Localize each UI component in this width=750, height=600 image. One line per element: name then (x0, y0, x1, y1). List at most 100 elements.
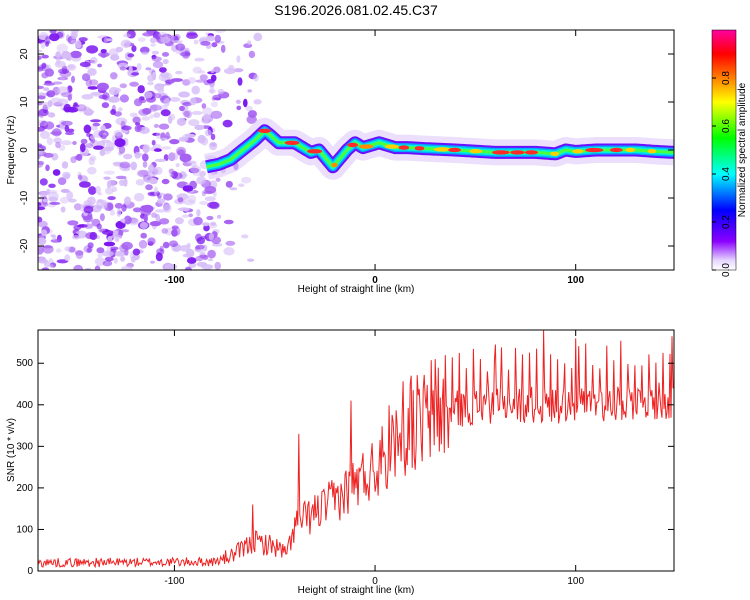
noise-speckle-blob (56, 43, 68, 53)
noise-speckle-blob (171, 78, 183, 82)
noise-speckle-blob (153, 123, 159, 128)
noise-speckle-blob (104, 256, 114, 262)
noise-speckle-blob (130, 255, 136, 263)
noise-speckle-blob (89, 135, 96, 140)
noise-speckle-blob (183, 110, 190, 118)
noise-speckle-blob (207, 201, 219, 209)
noise-speckle-blob (59, 76, 66, 81)
noise-speckle-blob (204, 129, 212, 137)
noise-speckle-blob (86, 45, 99, 54)
snr-y-tick-label: 300 (16, 441, 33, 452)
noise-speckle-blob (137, 37, 146, 42)
noise-speckle-blob (101, 102, 110, 109)
noise-speckle-blob (70, 39, 76, 45)
noise-speckle-blob (80, 138, 88, 145)
noise-speckle-blob (38, 119, 48, 127)
noise-speckle-blob (139, 221, 148, 230)
noise-speckle-blob (48, 264, 54, 268)
noise-speckle-blob (217, 214, 222, 219)
spectrogram-y-tick-label: 20 (19, 48, 30, 60)
noise-speckle-blob (176, 117, 187, 126)
noise-speckle-blob (75, 250, 84, 260)
noise-speckle-blob (42, 245, 53, 249)
noise-speckle-blob (108, 96, 120, 103)
noise-speckle-blob (62, 171, 71, 179)
noise-speckle-blob (187, 77, 197, 84)
noise-speckle-blob (142, 153, 149, 162)
noise-speckle-blob (155, 213, 160, 223)
colorbar-tick-label: 0.2 (721, 215, 732, 229)
noise-speckle-blob (105, 187, 114, 195)
noise-speckle-blob (111, 234, 122, 239)
noise-speckle-blob (78, 37, 88, 42)
noise-speckle-blob (199, 170, 207, 177)
snr-x-tick-label: -100 (164, 576, 184, 587)
noise-speckle-blob (186, 32, 198, 39)
noise-speckle-blob (86, 247, 92, 253)
noise-speckle-blob (194, 57, 205, 62)
noise-speckle-blob (202, 222, 210, 227)
noise-speckle-blob (64, 254, 71, 262)
noise-speckle-blob (90, 56, 98, 65)
noise-speckle-blob (247, 89, 252, 93)
noise-speckle-blob (200, 40, 211, 46)
noise-speckle-blob (241, 234, 249, 239)
noise-speckle-blob (118, 145, 126, 154)
noise-speckle-blob (42, 199, 49, 203)
noise-speckle-blob (43, 87, 50, 91)
colorbar-ticks: 0.0 0.2 0.4 0.6 0.8 (712, 71, 732, 277)
noise-speckle-blob (91, 218, 101, 227)
snr-y-tick-label: 400 (16, 400, 33, 411)
noise-speckle-blob (253, 74, 259, 82)
noise-speckle-blob (60, 188, 70, 193)
noise-speckle-blob (45, 164, 50, 172)
noise-speckle-blob (133, 192, 145, 202)
noise-speckle-blob (114, 202, 123, 209)
noise-speckle-blob (113, 129, 123, 137)
noise-speckle-blob (151, 139, 156, 146)
noise-speckle-blob (163, 193, 173, 201)
noise-speckle-blob (96, 82, 109, 91)
noise-speckle-blob (129, 217, 140, 225)
noise-speckle-blob (109, 209, 115, 216)
trace-hotspot (307, 149, 323, 154)
noise-speckle-blob (203, 190, 214, 195)
noise-speckle-blob (181, 214, 190, 218)
snr-x-tick-label: 0 (372, 576, 378, 587)
noise-speckle-blob (73, 264, 84, 270)
noise-speckle-blob (190, 165, 202, 174)
noise-speckle-blob (38, 67, 44, 72)
noise-speckle-blob (49, 30, 57, 34)
noise-speckle-blob (120, 256, 126, 262)
noise-speckle-blob (175, 70, 183, 75)
noise-speckle-blob (193, 216, 203, 226)
noise-speckle-blob (214, 34, 221, 44)
noise-speckle-blob (72, 141, 77, 145)
noise-speckle-blob (52, 169, 61, 176)
noise-speckle-blob (209, 84, 215, 94)
noise-speckle-blob (60, 206, 66, 213)
trace-hotspot (492, 150, 510, 155)
noise-speckle-blob (191, 111, 203, 115)
noise-speckle-blob (220, 44, 226, 53)
noise-speckle-blob (148, 164, 155, 173)
snr-y-tick-label: 200 (16, 483, 33, 494)
noise-speckle-blob (140, 46, 150, 54)
noise-speckle-blob (213, 66, 221, 74)
noise-speckle-blob (172, 40, 183, 44)
noise-speckle-blob (89, 155, 97, 161)
trace-hotspot (284, 140, 300, 145)
snr-y-ticks: 0 100 200 300 400 500 (16, 358, 674, 577)
noise-speckle-blob (73, 102, 78, 107)
noise-speckle-blob (153, 148, 162, 152)
noise-speckle-blob (142, 107, 152, 115)
noise-speckle-blob (87, 166, 97, 175)
noise-speckle-blob (149, 104, 162, 111)
noise-speckle-blob (140, 232, 147, 239)
noise-speckle-blob (149, 177, 158, 185)
noise-speckle-blob (168, 113, 176, 121)
noise-speckle-blob (41, 54, 49, 59)
noise-speckle-blob (43, 82, 55, 86)
noise-speckle-blob (61, 161, 69, 169)
noise-speckle-blob (137, 169, 149, 178)
